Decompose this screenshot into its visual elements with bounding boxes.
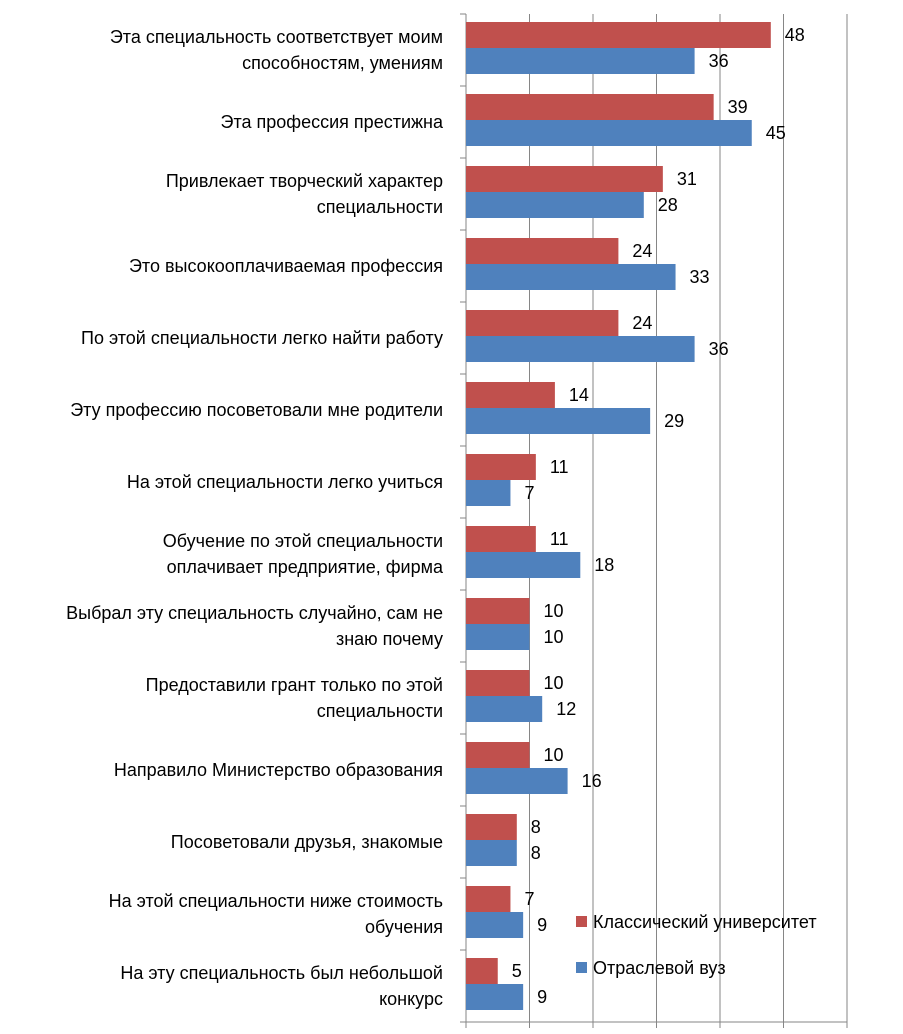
legend-label-1: Классический университет <box>593 912 817 932</box>
data-label-series-1: 14 <box>569 385 589 405</box>
data-label-series-1: 5 <box>512 961 522 981</box>
data-label-series-2: 9 <box>537 987 547 1007</box>
data-label-series-2: 45 <box>766 123 786 143</box>
data-label-series-2: 36 <box>709 339 729 359</box>
data-label-series-2: 9 <box>537 915 547 935</box>
bar-series-2 <box>466 552 581 578</box>
bar-series-2 <box>466 48 695 74</box>
category-label: На этой специальности легко учиться <box>126 472 443 492</box>
legend-swatch-2 <box>576 962 587 973</box>
bar-series-1 <box>466 238 619 264</box>
bar-series-2 <box>466 408 651 434</box>
category-label: По этой специальности легко найти работу <box>81 328 443 348</box>
category-label: Эта профессия престижна <box>220 112 443 132</box>
bar-series-2 <box>466 912 524 938</box>
bar-series-1 <box>466 526 536 552</box>
data-label-series-1: 24 <box>632 313 652 333</box>
category-label: Это высокооплачиваемая профессия <box>128 256 443 276</box>
bar-series-2 <box>466 840 517 866</box>
bar-series-2 <box>466 192 644 218</box>
bar-series-2 <box>466 120 752 146</box>
bar-series-1 <box>466 310 619 336</box>
bar-series-1 <box>466 670 530 696</box>
bar-series-2 <box>466 336 695 362</box>
legend-swatch-1 <box>576 916 587 927</box>
data-label-series-1: 48 <box>785 25 805 45</box>
bar-series-1 <box>466 598 530 624</box>
data-label-series-1: 11 <box>550 529 569 549</box>
bar-series-2 <box>466 768 568 794</box>
data-label-series-1: 7 <box>524 889 534 909</box>
legend-item-1: Классический университет <box>576 912 817 932</box>
category-label: Привлекает творческий характер специальн… <box>165 171 443 217</box>
data-label-series-1: 39 <box>728 97 748 117</box>
bar-series-1 <box>466 958 498 984</box>
bar-series-2 <box>466 480 511 506</box>
category-label: Направило Министерство образования <box>113 760 443 780</box>
bar-series-1 <box>466 94 714 120</box>
data-label-series-2: 18 <box>594 555 614 575</box>
bar-series-1 <box>466 22 771 48</box>
data-label-series-1: 8 <box>531 817 541 837</box>
category-label: Обучение по этой специальности оплачивае… <box>162 531 443 577</box>
bar-series-2 <box>466 984 524 1010</box>
data-label-series-2: 36 <box>709 51 729 71</box>
data-label-series-2: 16 <box>582 771 602 791</box>
bar-series-1 <box>466 454 536 480</box>
category-label: Предоставили грант только по этой специа… <box>145 675 443 721</box>
bar-series-1 <box>466 742 530 768</box>
bar-series-2 <box>466 624 530 650</box>
category-label: Выбрал эту специальность случайно, сам н… <box>66 603 443 649</box>
category-label: На эту специальность был небольшой конку… <box>120 963 443 1009</box>
data-label-series-2: 28 <box>658 195 678 215</box>
data-label-series-1: 10 <box>544 673 564 693</box>
category-label: Посоветовали друзья, знакомые <box>170 832 443 852</box>
data-label-series-1: 24 <box>632 241 652 261</box>
bar-series-1 <box>466 814 517 840</box>
category-label: Эту профессию посоветовали мне родители <box>70 400 443 420</box>
data-label-series-1: 31 <box>677 169 697 189</box>
data-label-series-2: 7 <box>524 483 534 503</box>
bar-series-1 <box>466 886 511 912</box>
data-label-series-1: 11 <box>550 457 569 477</box>
bar-series-2 <box>466 696 543 722</box>
data-label-series-1: 10 <box>544 745 564 765</box>
data-label-series-1: 10 <box>544 601 564 621</box>
legend-label-2: Отраслевой вуз <box>593 958 726 978</box>
data-label-series-2: 12 <box>556 699 576 719</box>
category-label: Эта специальность соответствует моим спо… <box>109 27 443 73</box>
category-label: На этой специальности ниже стоимость обу… <box>108 891 443 937</box>
data-label-series-2: 8 <box>531 843 541 863</box>
data-label-series-2: 29 <box>664 411 684 431</box>
data-label-series-2: 33 <box>690 267 710 287</box>
bar-series-1 <box>466 382 555 408</box>
bar-series-2 <box>466 264 676 290</box>
data-label-series-2: 10 <box>544 627 564 647</box>
bar-series-1 <box>466 166 663 192</box>
legend-item-2: Отраслевой вуз <box>576 958 726 978</box>
